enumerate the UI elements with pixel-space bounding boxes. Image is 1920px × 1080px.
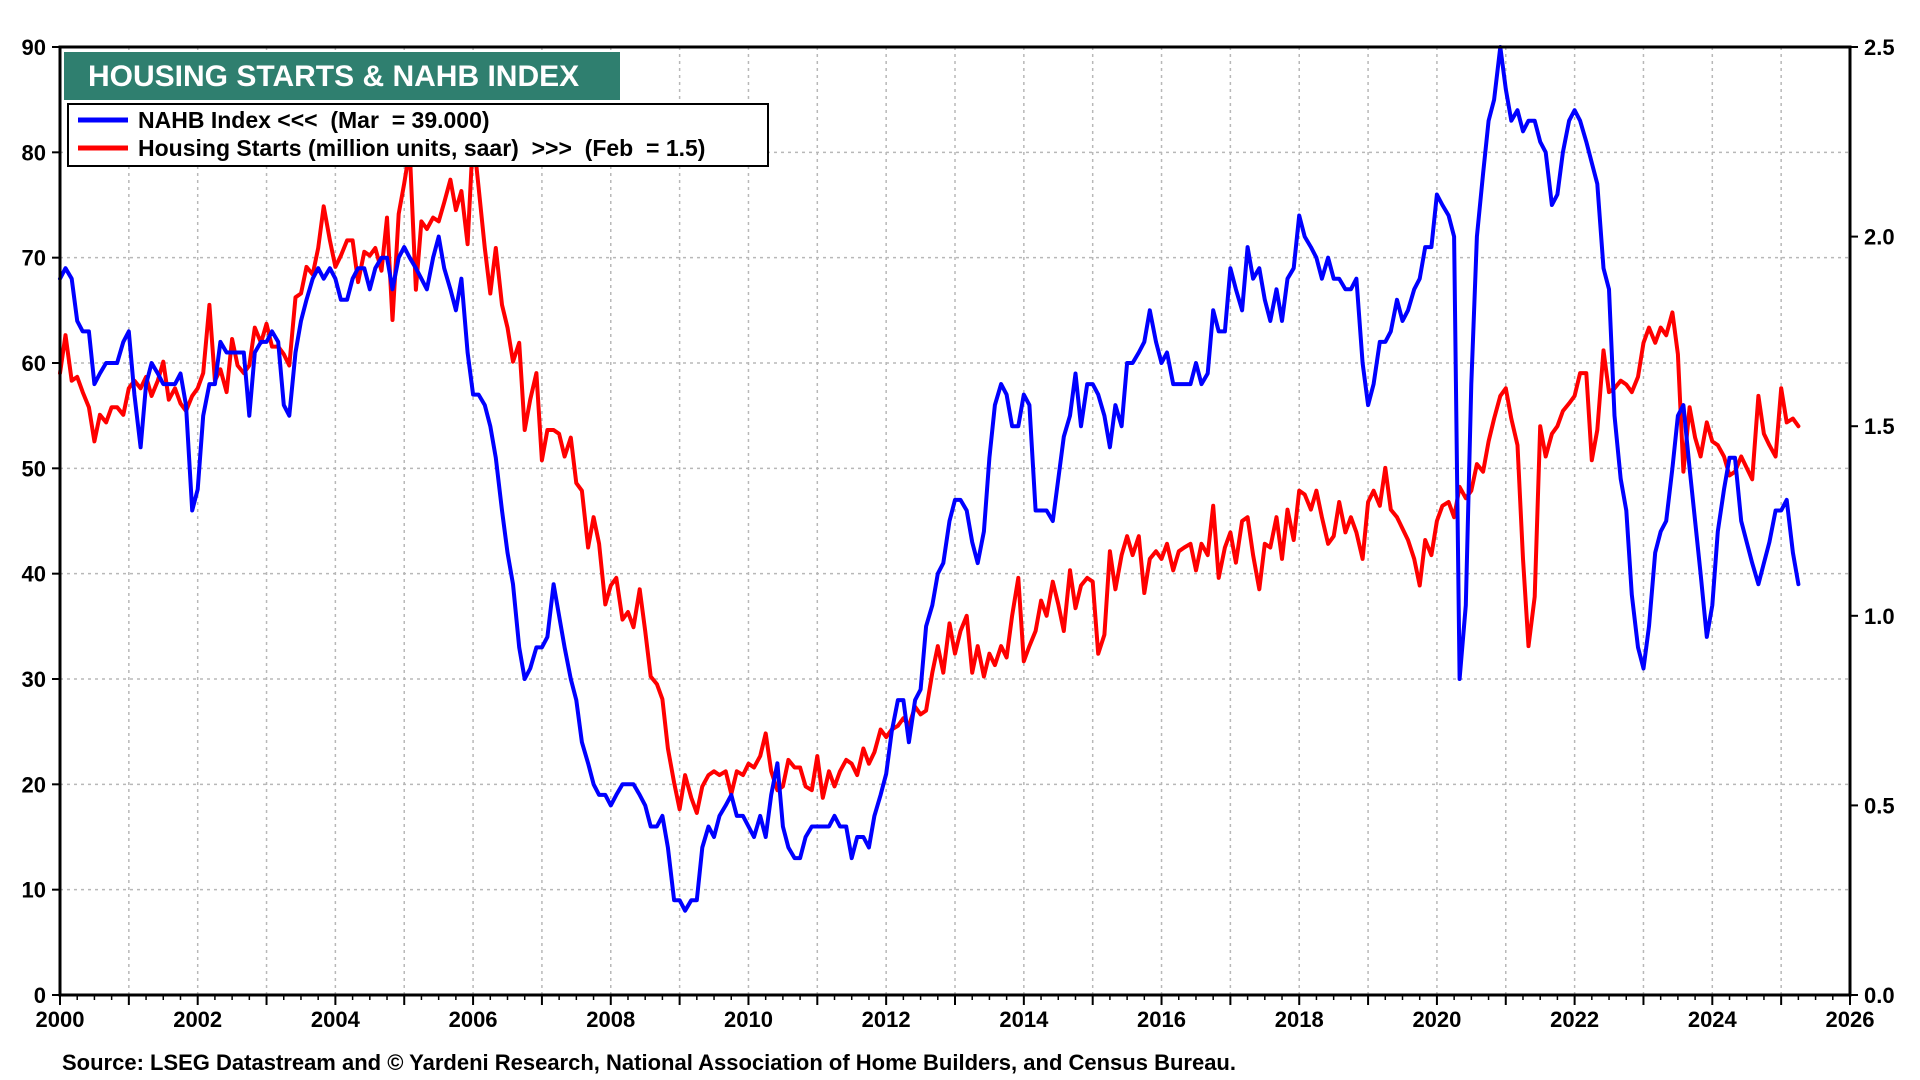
grid-layer xyxy=(60,47,1850,995)
right-tick-label: 0.0 xyxy=(1864,983,1895,1008)
left-tick-label: 60 xyxy=(22,351,46,376)
legend: NAHB Index <<< (Mar = 39.000) Housing St… xyxy=(67,103,769,167)
x-tick-label: 2016 xyxy=(1137,1007,1186,1032)
x-tick-label: 2004 xyxy=(311,1007,361,1032)
series-line-nahb-index xyxy=(58,45,1801,913)
left-tick-label: 0 xyxy=(34,983,46,1008)
x-axis: 2000 2002 2004 2006 2008 2010 2012 2014 2016 2018… xyxy=(36,995,1875,1032)
x-tick-label: 2012 xyxy=(862,1007,911,1032)
x-tick-label: 2002 xyxy=(173,1007,222,1032)
left-tick-label: 30 xyxy=(22,667,46,692)
left-tick-label: 40 xyxy=(22,562,46,587)
series-line-housing-starts xyxy=(58,132,1801,815)
series-layer xyxy=(58,45,1801,913)
chart-title: HOUSING STARTS & NAHB INDEX xyxy=(88,60,579,93)
left-tick-label: 70 xyxy=(22,246,46,271)
title-background xyxy=(64,52,620,100)
legend-label-housing-starts: Housing Starts (million units, saar) >>>… xyxy=(138,135,705,161)
x-tick-label: 2000 xyxy=(36,1007,85,1032)
x-tick-label: 2010 xyxy=(724,1007,773,1032)
x-tick-label: 2026 xyxy=(1826,1007,1875,1032)
chart-title-box: HOUSING STARTS & NAHB INDEX xyxy=(64,52,620,100)
legend-box xyxy=(67,103,769,167)
x-tick-label: 2014 xyxy=(999,1007,1049,1032)
legend-label-nahb: NAHB Index <<< (Mar = 39.000) xyxy=(138,107,490,133)
left-axis: 0 10 20 30 40 50 60 70 80 90 xyxy=(22,35,60,1008)
right-tick-label: 2.5 xyxy=(1864,35,1895,60)
x-tick-label: 2022 xyxy=(1550,1007,1599,1032)
right-tick-label: 1.5 xyxy=(1864,414,1895,439)
right-tick-label: 1.0 xyxy=(1864,604,1895,629)
x-tick-label: 2018 xyxy=(1275,1007,1324,1032)
x-tick-label: 2024 xyxy=(1688,1007,1738,1032)
left-tick-label: 90 xyxy=(22,35,46,60)
left-tick-label: 80 xyxy=(22,140,46,165)
right-tick-label: 2.0 xyxy=(1864,225,1895,250)
source-note: Source: LSEG Datastream and © Yardeni Re… xyxy=(62,1050,1236,1075)
x-tick-label: 2020 xyxy=(1412,1007,1461,1032)
right-tick-label: 0.5 xyxy=(1864,793,1895,818)
right-axis: 0.0 0.5 1.0 1.5 2.0 2.5 xyxy=(1850,35,1895,1008)
left-tick-label: 20 xyxy=(22,772,46,797)
x-tick-label: 2006 xyxy=(449,1007,498,1032)
left-tick-label: 10 xyxy=(22,878,46,903)
plot-frame xyxy=(58,45,1852,997)
x-tick-label: 2008 xyxy=(586,1007,635,1032)
left-tick-label: 50 xyxy=(22,456,46,481)
